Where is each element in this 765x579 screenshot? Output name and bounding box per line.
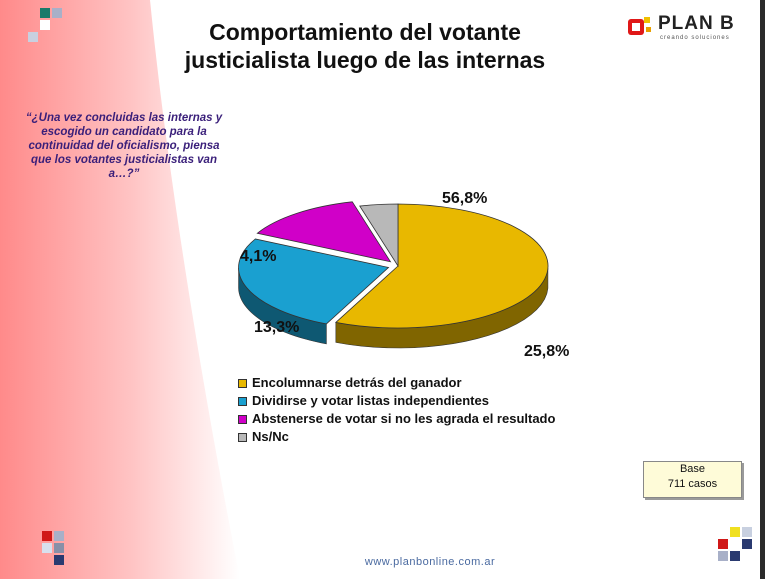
title-line-2: justicialista luego de las internas: [184, 47, 546, 73]
legend-item-1: Encolumnarse detrás del ganador: [238, 374, 555, 392]
legend-swatch-2: [238, 397, 247, 406]
plan-b-logo: PLAN B creando soluciones: [628, 13, 738, 41]
legend-label-3: Abstenerse de votar si no les agrada el …: [252, 411, 556, 426]
window-edge: [760, 0, 765, 579]
plan-b-logo-icon: [628, 17, 651, 35]
base-value: 711 casos: [667, 478, 718, 490]
logo-tagline: creando soluciones: [660, 35, 730, 41]
pie-slice-4: [359, 203, 399, 268]
legend-item-3: Abstenerse de votar si no les agrada el …: [238, 410, 555, 428]
legend-label-4: Ns/Nc: [252, 429, 289, 444]
data-label-2: 25,8%: [524, 343, 569, 360]
legend-swatch-1: [238, 379, 247, 388]
legend-item-2: Dividirse y votar listas independientes: [238, 392, 555, 410]
data-label-3: 13,3%: [254, 319, 299, 336]
chart-legend: Encolumnarse detrás del ganador Dividirse…: [238, 374, 555, 446]
logo-wordmark: PLAN B: [658, 13, 735, 34]
legend-swatch-3: [238, 415, 247, 424]
pie-slice-1: [334, 203, 549, 329]
title-line-1: Comportamiento del votante: [209, 19, 521, 45]
survey-question: “¿Una vez concluidas las internas y esco…: [25, 112, 223, 180]
pie-slice-3: [256, 201, 392, 263]
data-label-4: 4,1%: [240, 248, 276, 265]
legend-label-2: Dividirse y votar listas independientes: [252, 393, 489, 408]
data-label-1: 56,8%: [442, 190, 487, 207]
base-box: Base 711 casos: [643, 461, 742, 498]
footer-url: www.planbonline.com.ar: [364, 556, 496, 568]
legend-label-1: Encolumnarse detrás del ganador: [252, 375, 462, 390]
legend-item-4: Ns/Nc: [238, 428, 555, 446]
slide-title: Comportamiento del votante justicialista…: [150, 18, 580, 74]
pie-labels: 56,8% 25,8% 13,3% 4,1%: [240, 190, 569, 360]
legend-swatch-4: [238, 433, 247, 442]
base-label: Base: [679, 463, 706, 475]
pie-slices: [238, 201, 549, 349]
pie-slice-2: [238, 238, 390, 325]
